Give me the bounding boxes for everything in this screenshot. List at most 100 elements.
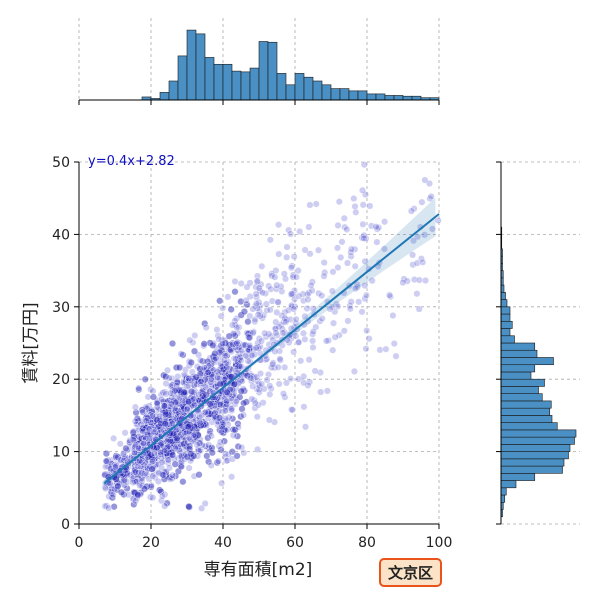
scatter-point bbox=[114, 453, 122, 461]
scatter-point bbox=[352, 208, 360, 216]
scatter-point bbox=[256, 312, 264, 320]
scatter-point bbox=[295, 338, 303, 346]
scatter-point bbox=[365, 335, 373, 343]
scatter-point bbox=[106, 480, 114, 488]
scatter-point bbox=[271, 418, 279, 426]
scatter-point bbox=[234, 420, 242, 428]
scatter-point bbox=[269, 360, 277, 368]
scatter-point bbox=[154, 477, 162, 485]
scatter-point bbox=[309, 343, 317, 351]
y-histogram-bar bbox=[500, 378, 545, 387]
scatter-point bbox=[109, 491, 117, 499]
scatter-point bbox=[157, 488, 165, 495]
x-histogram-bar bbox=[348, 90, 359, 101]
scatter-point bbox=[130, 500, 138, 508]
scatter-point bbox=[173, 434, 181, 442]
scatter-point bbox=[233, 339, 241, 347]
scatter-point bbox=[221, 352, 229, 360]
scatter-point bbox=[361, 257, 369, 265]
scatter-point bbox=[226, 373, 234, 381]
scatter-point bbox=[334, 302, 342, 310]
scatter-point bbox=[227, 405, 235, 413]
scatter-point bbox=[234, 423, 242, 431]
scatter-point bbox=[138, 469, 146, 477]
scatter-point bbox=[111, 461, 119, 469]
scatter-point bbox=[194, 452, 202, 460]
scatter-point bbox=[178, 397, 186, 405]
scatter-point bbox=[290, 305, 298, 313]
scatter-point bbox=[204, 358, 212, 366]
scatter-point bbox=[203, 452, 211, 460]
scatter-point bbox=[348, 245, 356, 253]
scatter-point bbox=[227, 348, 235, 356]
x-histogram-bar bbox=[384, 95, 395, 101]
scatter-point bbox=[417, 255, 425, 263]
scatter-point bbox=[409, 251, 417, 259]
scatter-point bbox=[274, 298, 282, 306]
scatter-point bbox=[251, 316, 259, 324]
scatter-point bbox=[248, 351, 256, 359]
scatter-point bbox=[205, 441, 213, 449]
x-histogram-bar bbox=[258, 41, 269, 101]
scatter-point bbox=[255, 335, 263, 343]
scatter-point bbox=[122, 444, 130, 452]
scatter-point bbox=[249, 382, 257, 390]
scatter-point bbox=[258, 314, 266, 322]
scatter-point bbox=[321, 268, 329, 276]
scatter-point bbox=[228, 321, 236, 329]
scatter-point bbox=[217, 341, 225, 349]
scatter-point bbox=[216, 401, 224, 409]
scatter-point bbox=[146, 424, 154, 432]
scatter-point bbox=[190, 401, 198, 409]
scatter-point bbox=[229, 329, 237, 337]
scatter-point bbox=[116, 440, 124, 448]
scatter-point bbox=[254, 445, 262, 453]
scatter-point bbox=[138, 408, 146, 416]
scatter-point bbox=[215, 375, 223, 383]
scatter-point bbox=[112, 453, 120, 461]
scatter-point bbox=[301, 312, 309, 320]
scatter-point bbox=[309, 330, 317, 338]
scatter-point bbox=[199, 392, 207, 400]
scatter-point bbox=[326, 305, 334, 313]
scatter-point bbox=[382, 345, 390, 353]
scatter-point bbox=[224, 358, 232, 366]
scatter-point bbox=[131, 489, 139, 497]
x-histogram-bar bbox=[186, 29, 197, 101]
scatter-point bbox=[190, 431, 198, 439]
scatter-point bbox=[101, 471, 109, 479]
scatter-point bbox=[350, 194, 358, 202]
scatter-point bbox=[147, 482, 155, 490]
scatter-point bbox=[169, 340, 176, 347]
scatter-point bbox=[419, 258, 427, 266]
scatter-point bbox=[249, 329, 257, 337]
scatter-point bbox=[328, 287, 336, 295]
scatter-point bbox=[284, 306, 292, 314]
scatter-point bbox=[222, 426, 230, 434]
scatter-point bbox=[217, 446, 225, 454]
scatter-point bbox=[138, 455, 146, 463]
scatter-point bbox=[253, 413, 261, 421]
scatter-point bbox=[237, 362, 245, 370]
scatter-point bbox=[265, 416, 273, 424]
scatter-point bbox=[166, 437, 174, 445]
scatter-point bbox=[213, 344, 221, 352]
scatter-point bbox=[281, 363, 289, 371]
scatter-point bbox=[123, 446, 131, 454]
scatter-point bbox=[206, 400, 214, 408]
x-histogram-bar bbox=[159, 92, 170, 101]
scatter-point bbox=[283, 253, 291, 261]
scatter-point bbox=[212, 354, 220, 362]
scatter-point bbox=[362, 291, 370, 299]
scatter-point bbox=[238, 444, 246, 452]
scatter-point bbox=[272, 329, 280, 337]
scatter-point bbox=[410, 237, 418, 245]
scatter-point bbox=[234, 432, 241, 440]
scatter-point bbox=[251, 351, 259, 359]
scatter-point bbox=[224, 425, 232, 433]
scatter-point bbox=[162, 410, 170, 418]
scatter-point bbox=[252, 290, 260, 298]
scatter-point bbox=[241, 341, 249, 349]
scatter-point bbox=[158, 492, 166, 500]
scatter-point bbox=[275, 221, 283, 229]
